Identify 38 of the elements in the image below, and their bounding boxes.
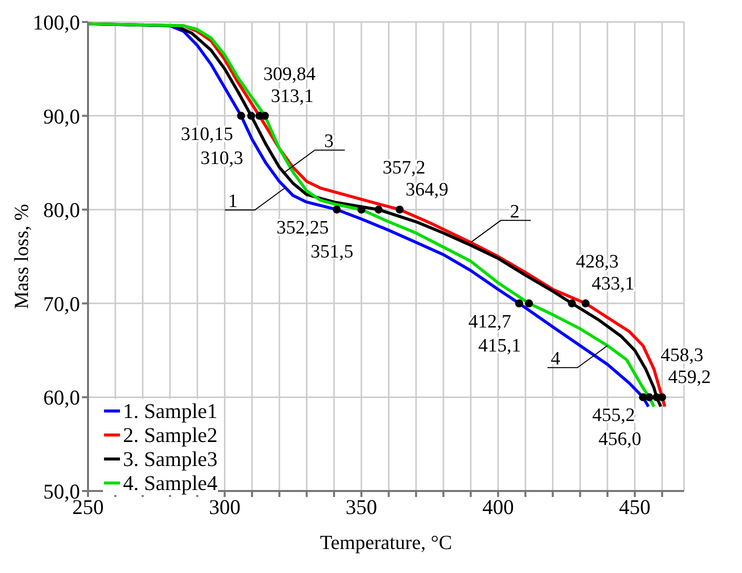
x-axis-title: Temperature, °C <box>320 532 452 554</box>
annotation: 351,5 <box>310 242 354 263</box>
annotation: 310,15 <box>180 124 234 145</box>
annotation: 313,1 <box>270 86 314 107</box>
y-axis-title: Mass loss, % <box>11 204 33 310</box>
annotation: 352,25 <box>276 218 329 239</box>
point <box>247 112 256 120</box>
annotation: 310,3 <box>200 148 244 169</box>
legend-label: 2. Sample2 <box>123 423 218 447</box>
y-tick-label: 100,0 <box>32 10 80 34</box>
annotation: 3 <box>324 131 334 152</box>
point <box>374 206 383 214</box>
x-tick-label: 300 <box>208 494 240 519</box>
point <box>568 299 576 308</box>
annotation: 357,2 <box>382 158 426 179</box>
annotation: 456,0 <box>598 429 642 450</box>
annotation: 433,1 <box>592 273 634 294</box>
y-tick-label: 80,0 <box>43 198 80 222</box>
annotation: 459,2 <box>668 367 711 388</box>
legend-label: 3. Sample3 <box>123 447 218 471</box>
annotation: 412,7 <box>468 311 512 332</box>
legend-label: 4. Sample4 <box>123 471 218 495</box>
x-tick-label: 450 <box>619 494 651 519</box>
annotation: 4 <box>550 348 561 370</box>
x-tick-label: 350 <box>346 494 378 519</box>
x-tick-label: 400 <box>482 494 514 519</box>
annotation: 455,2 <box>592 405 635 426</box>
legend-label: 1. Sample1 <box>123 399 218 423</box>
annotation: 428,3 <box>576 251 619 272</box>
annotation: 2 <box>510 201 520 222</box>
annotation: 415,1 <box>478 335 521 356</box>
annotation: 364,9 <box>406 180 448 201</box>
annotation: 1 <box>228 191 238 212</box>
y-tick-label: 60,0 <box>43 386 80 410</box>
annotation: 458,3 <box>660 345 704 366</box>
y-tick-label: 90,0 <box>43 104 80 128</box>
annotation: 309,84 <box>263 64 316 85</box>
y-tick-label: 70,0 <box>43 292 80 316</box>
